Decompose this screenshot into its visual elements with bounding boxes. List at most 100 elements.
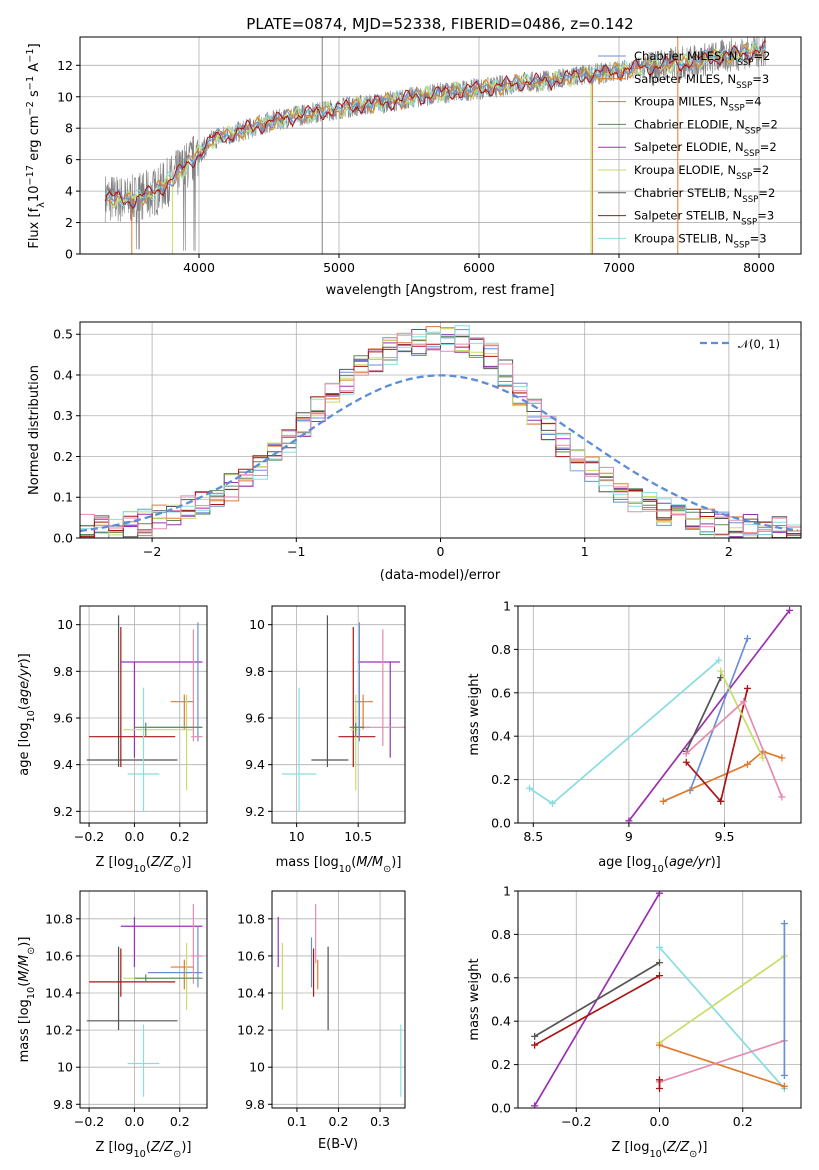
legend-entry: 𝒩(0, 1)	[738, 337, 780, 351]
residual-histogram	[80, 325, 801, 538]
data-point	[743, 760, 751, 768]
weight-series	[659, 955, 785, 1044]
y-tick-label: 0.4	[491, 729, 511, 744]
legend-entry: Kroupa MILES, NSSP=4	[634, 95, 762, 114]
model-spectrum	[104, 42, 766, 209]
x-tick-label: 7000	[603, 260, 635, 275]
legend-entry: Chabrier STELIB, NSSP=2	[634, 186, 775, 205]
weight-series	[685, 677, 722, 752]
y-tick-label: 9.6	[53, 711, 73, 726]
weight-series	[719, 670, 764, 759]
x-tick-label: 0.1	[287, 1114, 307, 1129]
data-point	[786, 606, 794, 614]
data-point	[656, 1084, 663, 1092]
y-tick-label: 0.4	[53, 367, 73, 382]
x-tick-label: 1	[581, 544, 589, 559]
y-tick-label: 0.8	[491, 642, 511, 657]
y-tick-label: 0.2	[491, 772, 511, 787]
y-tick-label: 10.4	[237, 986, 265, 1001]
y-tick-label: 0.2	[491, 1057, 511, 1072]
y-axis-label: Normed distribution	[27, 365, 42, 495]
legend-entry: Kroupa ELODIE, NSSP=2	[634, 163, 769, 182]
legend-entry: Salpeter MILES, NSSP=3	[634, 72, 769, 91]
y-tick-label: 1	[503, 599, 511, 614]
y-tick-label: 9.6	[245, 711, 265, 726]
y-tick-label: 9.4	[245, 757, 265, 772]
y-tick-label: 9.4	[53, 757, 73, 772]
data-point	[715, 656, 723, 664]
y-tick-label: 9.8	[53, 1097, 73, 1112]
y-tick-label: 10.4	[45, 986, 73, 1001]
x-axis-label: Z [log10(Z/Z⊙)]	[96, 1140, 192, 1160]
data-point	[780, 1082, 788, 1090]
x-axis-label: E(B-V)	[318, 1137, 358, 1152]
x-tick-label: 0.0	[650, 1114, 670, 1129]
weight-series	[534, 974, 660, 1046]
y-tick-label: 10.8	[237, 911, 265, 926]
x-axis-label: Z [log10(Z/Z⊙)]	[96, 855, 192, 875]
plot-area	[80, 325, 801, 538]
y-tick-label: 9.2	[53, 804, 73, 819]
x-tick-label: 0.2	[733, 1114, 753, 1129]
data-point	[656, 891, 663, 897]
data-point	[682, 758, 690, 766]
x-axis-label: mass [log10(M/M⊙)]	[276, 855, 402, 875]
x-tick-label: 4000	[183, 260, 215, 275]
weight-series	[659, 1044, 785, 1088]
y-tick-label: 8	[65, 121, 73, 136]
data-point	[525, 784, 533, 792]
axes-frame	[79, 890, 208, 1109]
y-tick-label: 0.2	[53, 449, 73, 464]
x-tick-label: 0.3	[370, 1114, 390, 1129]
plot-area	[525, 606, 794, 823]
x-tick-label: 0	[437, 544, 445, 559]
y-tick-label: 10.2	[237, 1023, 265, 1038]
x-tick-label: 0.0	[124, 829, 144, 844]
y-axis-label: Flux [fλ10−17 erg cm−2 s−1 A−1]	[25, 43, 47, 248]
x-tick-label: 0.2	[170, 829, 190, 844]
x-tick-label: −2	[143, 544, 161, 559]
y-tick-label: 10.2	[45, 1023, 73, 1038]
x-tick-label: 2	[725, 544, 733, 559]
plot-area	[277, 903, 402, 1097]
x-tick-label: 8000	[743, 260, 775, 275]
panel-age_vs_mass: 10 10.5 9.2 9.4 9.6 9.8 10 mass [log10(M/M⊙)]	[245, 605, 406, 875]
x-tick-label: 6000	[463, 260, 495, 275]
plot-area	[531, 891, 788, 1108]
x-axis-label: Z [log10(Z/Z⊙)]	[612, 1140, 708, 1160]
weight-series	[685, 700, 783, 798]
y-axis-label: age [log10(age/yr)]	[17, 653, 37, 776]
y-tick-label: 4	[65, 184, 73, 199]
weight-series	[659, 1039, 785, 1083]
model-spectrum	[104, 43, 766, 206]
y-tick-label: 0.0	[491, 816, 511, 831]
y-tick-label: 0.5	[53, 327, 73, 342]
y-axis-label: mass weight	[467, 673, 482, 755]
y-tick-label: 0.1	[53, 490, 73, 505]
y-tick-label: 0.6	[491, 685, 511, 700]
y-tick-label: 10	[57, 1060, 73, 1075]
weight-series	[658, 946, 786, 1090]
axes-frame	[271, 890, 406, 1109]
weight-series	[534, 961, 660, 1038]
y-tick-label: 0.8	[491, 927, 511, 942]
data-point	[778, 754, 786, 762]
residual-histogram	[80, 328, 801, 538]
normal-curve	[80, 374, 799, 533]
data-point	[682, 750, 690, 758]
y-tick-label: 9.8	[245, 1097, 265, 1112]
data-point	[548, 799, 556, 807]
plot-area	[86, 903, 203, 1097]
data-point	[717, 797, 725, 805]
legend-entry: Chabrier MILES, NSSP=2	[634, 49, 770, 68]
axes-frame	[271, 605, 406, 824]
plot-area	[86, 615, 203, 812]
panel-weight_vs_age: 8.5 9 9.5 0.0 0.2 0.4 0.6 0.8 1 age [log10(age/yr…	[467, 599, 802, 875]
x-tick-label: 5000	[323, 260, 355, 275]
data-point	[531, 1102, 539, 1108]
model-spectrum	[104, 40, 766, 210]
data-point	[656, 972, 663, 980]
y-axis-label: mass weight	[467, 958, 482, 1040]
y-tick-label: 12	[57, 58, 73, 73]
